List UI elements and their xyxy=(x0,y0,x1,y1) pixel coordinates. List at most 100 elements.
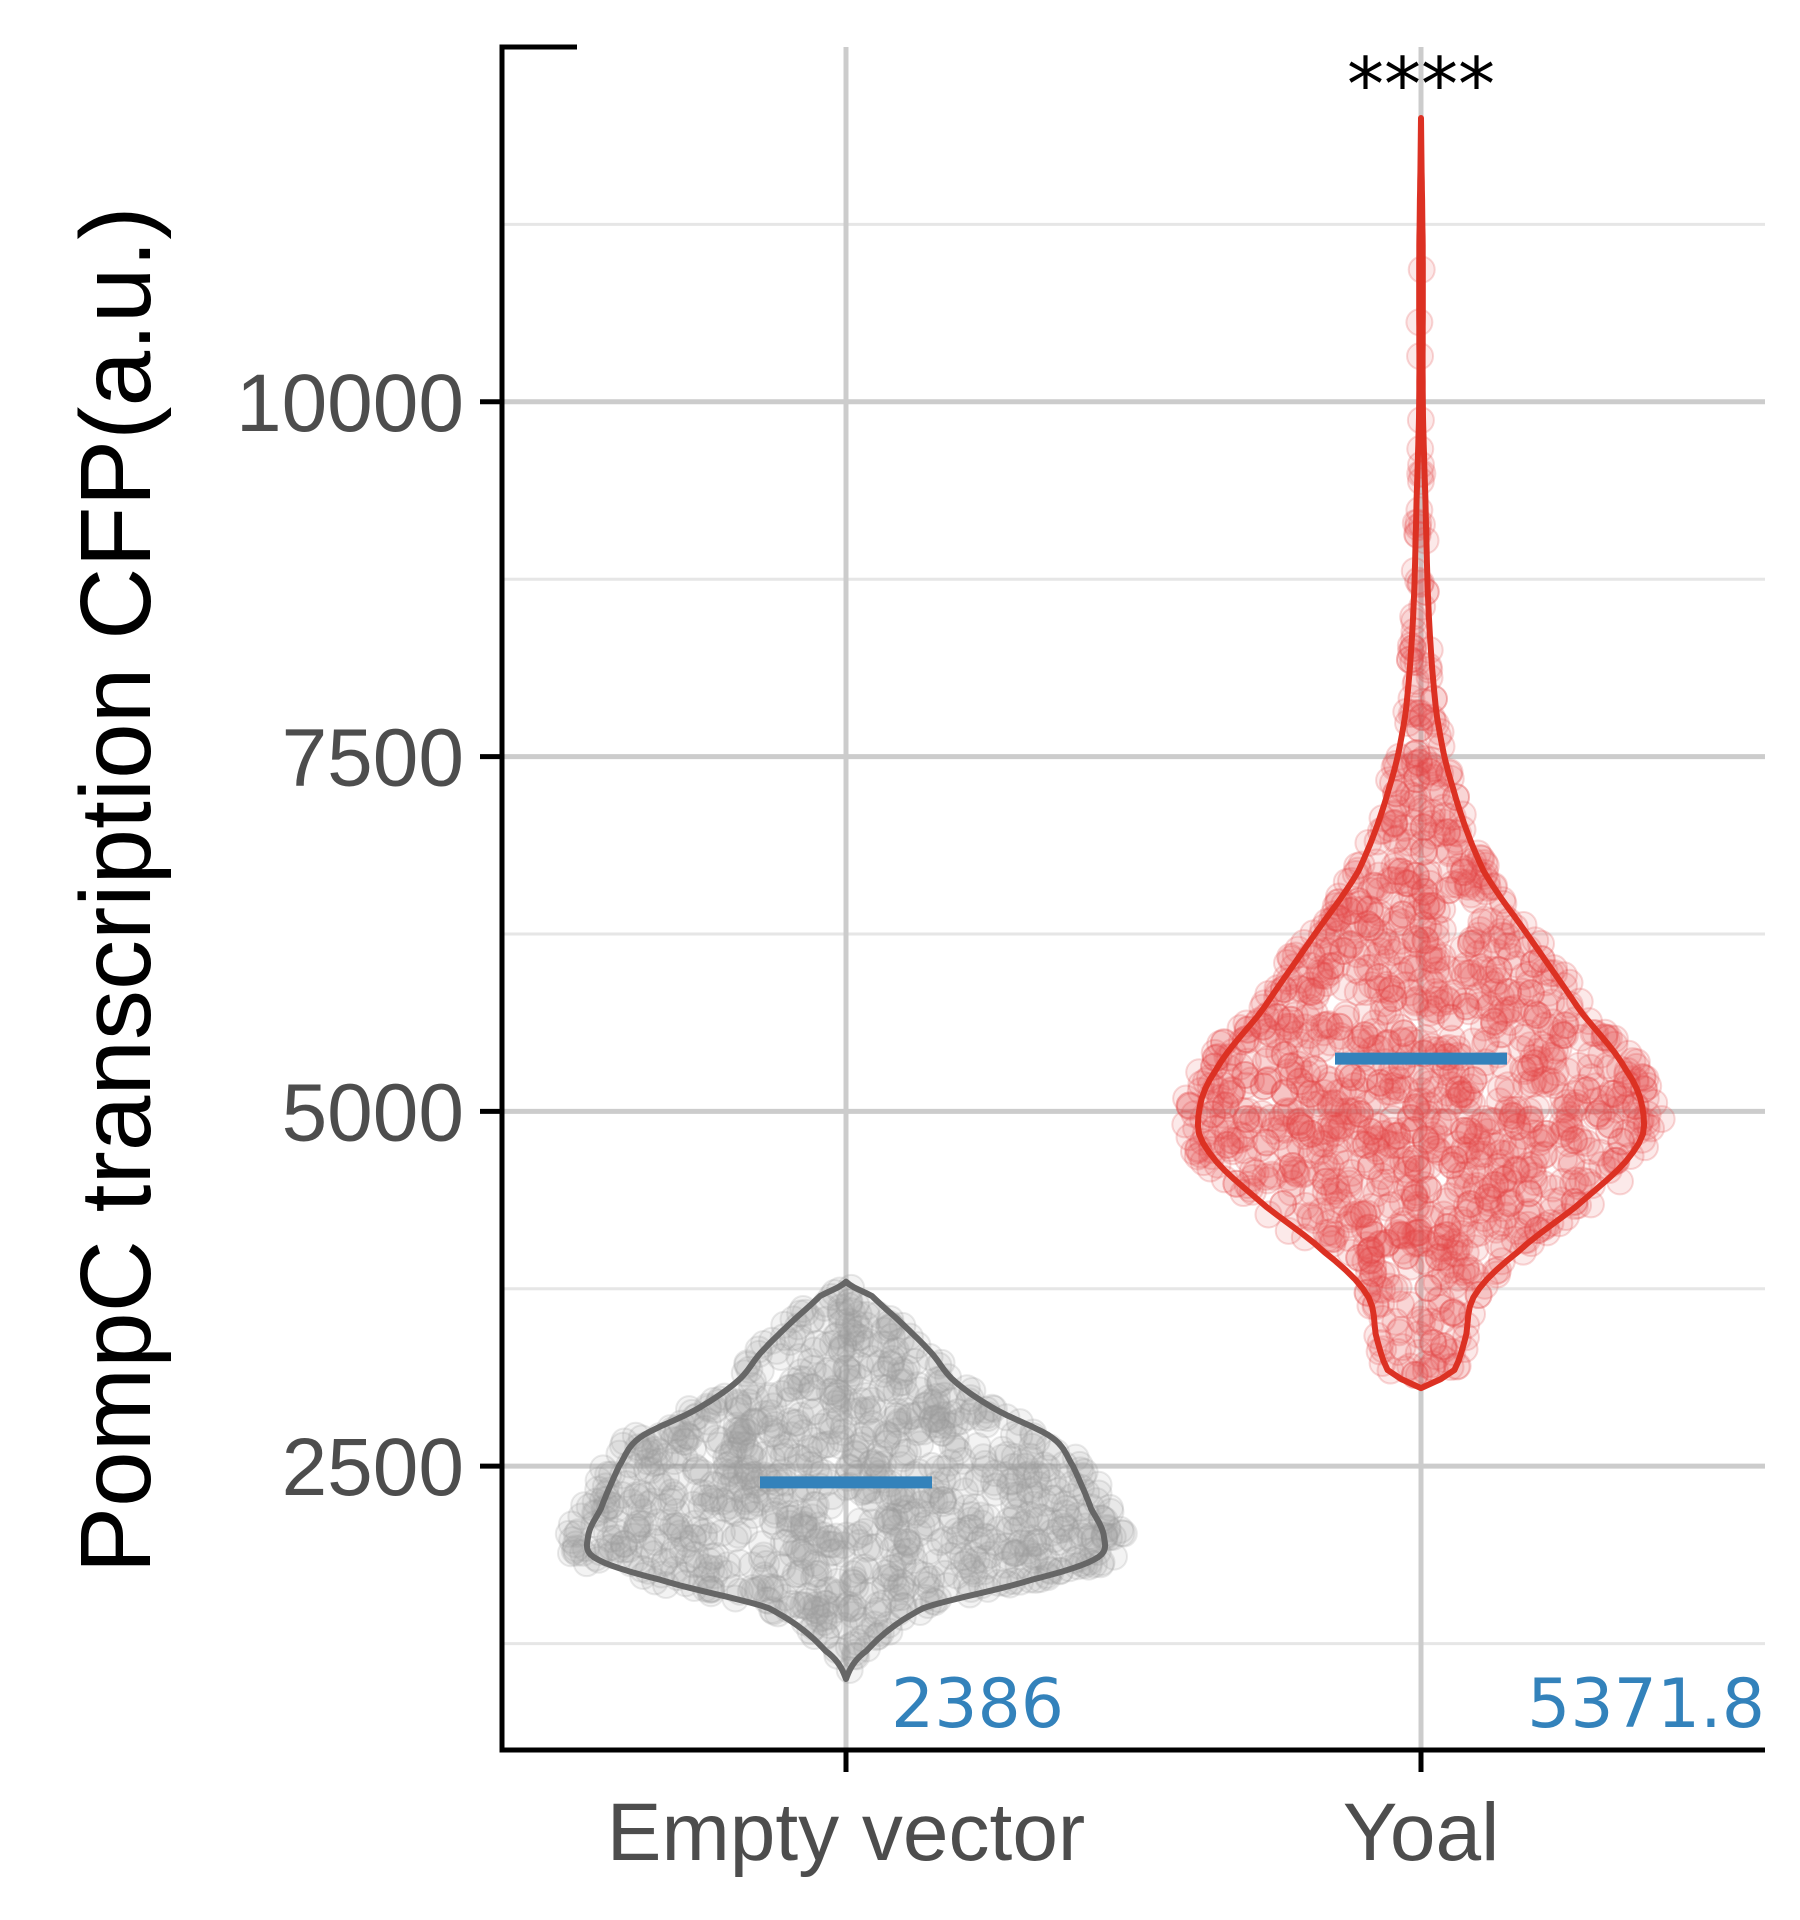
data-point xyxy=(1517,979,1546,1008)
data-point xyxy=(1008,1510,1037,1539)
data-point xyxy=(885,1542,914,1571)
data-point xyxy=(876,1507,905,1536)
data-point xyxy=(961,1492,990,1521)
data-point xyxy=(940,1526,969,1555)
data-point xyxy=(727,1431,756,1460)
data-point xyxy=(802,1528,831,1557)
data-point xyxy=(774,1373,803,1402)
data-point xyxy=(660,1536,689,1565)
data-point xyxy=(834,1312,863,1341)
data-point xyxy=(769,1442,798,1471)
data-point xyxy=(890,1358,919,1387)
data-point xyxy=(720,1465,749,1494)
data-point xyxy=(1011,1509,1040,1538)
data-point xyxy=(1016,1442,1045,1471)
x-tick-label: Empty vector xyxy=(607,1787,1085,1878)
data-point xyxy=(641,1528,670,1557)
data-point xyxy=(826,1298,855,1327)
data-point xyxy=(1474,1183,1503,1212)
data-point xyxy=(782,1531,811,1560)
data-point xyxy=(1043,1476,1072,1505)
data-point xyxy=(778,1539,807,1568)
data-point xyxy=(846,1396,875,1425)
data-point xyxy=(732,1462,761,1491)
data-point xyxy=(838,1397,867,1426)
data-point xyxy=(991,1461,1020,1490)
data-point xyxy=(789,1540,818,1569)
data-point xyxy=(929,1401,958,1430)
data-point xyxy=(643,1448,672,1477)
data-point xyxy=(864,1591,893,1620)
data-point xyxy=(836,1339,865,1368)
data-point xyxy=(890,1438,919,1467)
data-point xyxy=(782,1372,811,1401)
data-point xyxy=(887,1583,916,1612)
data-point xyxy=(681,1540,710,1569)
data-point xyxy=(794,1445,823,1474)
data-point xyxy=(764,1550,793,1579)
data-point xyxy=(1084,1470,1113,1499)
data-point xyxy=(811,1431,840,1460)
data-point xyxy=(852,1382,881,1411)
data-point xyxy=(630,1498,659,1527)
data-point xyxy=(684,1516,713,1545)
data-point xyxy=(803,1596,832,1625)
data-point xyxy=(938,1431,967,1460)
data-point xyxy=(1278,1151,1307,1180)
data-point xyxy=(786,1365,815,1394)
data-point xyxy=(1011,1452,1040,1481)
data-point xyxy=(639,1487,668,1516)
data-point xyxy=(838,1319,867,1348)
data-point xyxy=(665,1512,694,1541)
data-point xyxy=(731,1377,760,1406)
data-point xyxy=(729,1393,758,1422)
data-point xyxy=(724,1520,753,1549)
data-point xyxy=(622,1513,651,1542)
data-point xyxy=(1213,1130,1242,1159)
data-point xyxy=(876,1562,905,1591)
data-point xyxy=(1408,911,1437,940)
data-point xyxy=(785,1342,814,1371)
data-point xyxy=(722,1423,751,1452)
data-point xyxy=(674,1545,703,1574)
data-point xyxy=(837,1324,866,1353)
data-point xyxy=(892,1494,921,1523)
data-point xyxy=(944,1534,973,1563)
data-point xyxy=(874,1373,903,1402)
data-point xyxy=(637,1523,666,1552)
data-point xyxy=(780,1409,809,1438)
data-point xyxy=(787,1358,816,1387)
data-point xyxy=(1365,1068,1394,1097)
data-point xyxy=(929,1485,958,1514)
data-point xyxy=(854,1327,883,1356)
data-point xyxy=(938,1506,967,1535)
data-point xyxy=(948,1446,977,1475)
data-point xyxy=(769,1323,798,1352)
data-point xyxy=(645,1438,674,1467)
data-point xyxy=(818,1377,847,1406)
data-point xyxy=(883,1527,912,1556)
data-point xyxy=(907,1490,936,1519)
data-point xyxy=(906,1430,935,1459)
data-point xyxy=(829,1418,858,1447)
data-point xyxy=(869,1360,898,1389)
data-point xyxy=(776,1504,805,1533)
data-point xyxy=(756,1414,785,1443)
data-point xyxy=(621,1421,650,1450)
data-point xyxy=(882,1417,911,1446)
data-point xyxy=(760,1410,789,1439)
mean-label: 5371.8 xyxy=(1527,1665,1765,1744)
data-point xyxy=(881,1336,910,1365)
data-point xyxy=(950,1516,979,1545)
data-point xyxy=(1433,818,1462,847)
data-point xyxy=(752,1549,781,1578)
data-point xyxy=(796,1594,825,1623)
data-point xyxy=(1013,1536,1042,1565)
data-point xyxy=(936,1500,965,1529)
data-point xyxy=(632,1455,661,1484)
data-point xyxy=(879,1565,908,1594)
data-point xyxy=(1419,1328,1448,1357)
data-point xyxy=(921,1388,950,1417)
data-point xyxy=(884,1410,913,1439)
data-point xyxy=(854,1484,883,1513)
